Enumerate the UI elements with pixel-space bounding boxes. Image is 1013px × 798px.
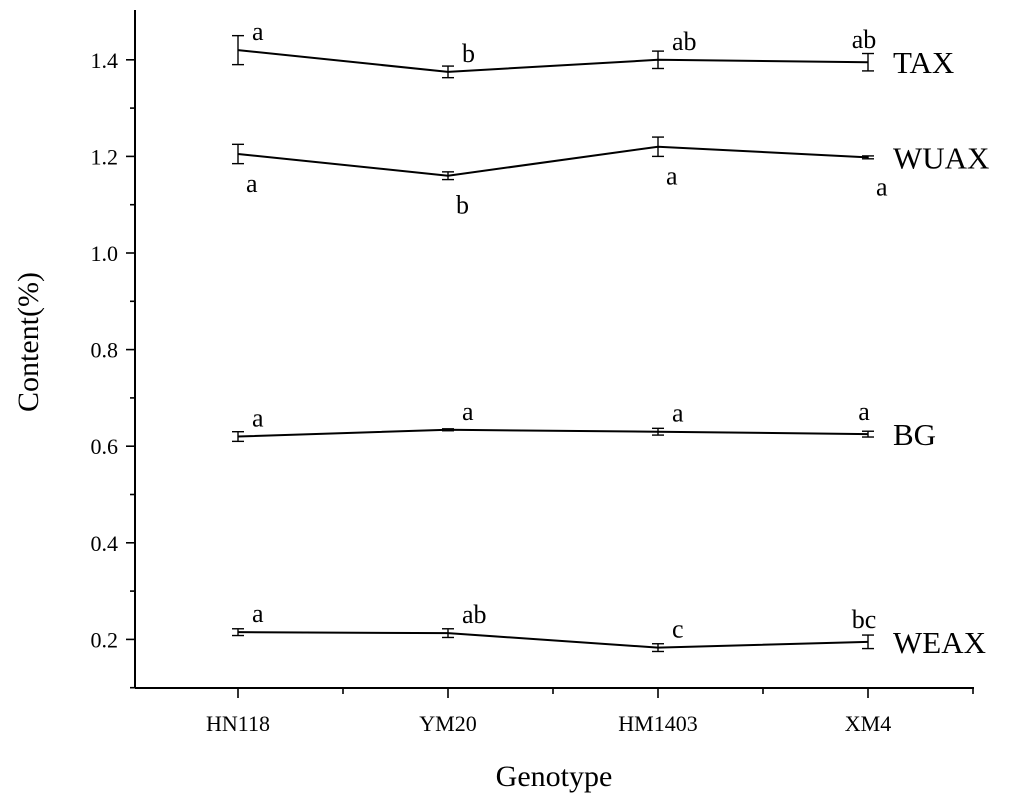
series-line <box>237 49 869 73</box>
series-line <box>237 428 869 438</box>
y-axis-title: Content(%) <box>12 272 45 412</box>
significance-letter: a <box>858 397 870 426</box>
series-label: TAX <box>893 45 954 80</box>
significance-letter: bc <box>852 605 877 634</box>
y-tick-label: 0.4 <box>91 531 119 556</box>
series-weax: a ab c bc WEAX <box>232 599 986 660</box>
significance-letter: b <box>462 39 475 68</box>
significance-letter: a <box>672 399 684 428</box>
significance-letter: a <box>666 162 678 191</box>
significance-letter: a <box>876 172 888 201</box>
significance-letter: a <box>252 17 264 46</box>
x-tick-label: YM20 <box>419 711 476 736</box>
y-tick-label: 1.2 <box>91 144 119 169</box>
significance-letter: a <box>246 169 258 198</box>
series-line <box>237 145 869 177</box>
significance-letter: c <box>672 615 684 644</box>
x-axis-title: Genotype <box>496 760 613 793</box>
series-label: BG <box>893 417 936 452</box>
x-tick-label: HM1403 <box>618 711 697 736</box>
y-tick-label: 0.6 <box>91 434 119 459</box>
y-tick-label: 1.4 <box>91 48 119 73</box>
axes <box>134 10 974 689</box>
significance-letter: ab <box>852 25 877 54</box>
significance-letter: b <box>456 191 469 220</box>
y-tick-label: 0.2 <box>91 627 119 652</box>
significance-letter: a <box>252 599 264 628</box>
significance-letter: ab <box>672 27 697 56</box>
x-ticks: HN118 YM20 HM1403 XM4 <box>206 688 974 736</box>
series-label: WEAX <box>893 625 986 660</box>
y-ticks: 0.2 0.4 0.6 0.8 1.0 1.2 1.4 <box>91 48 135 689</box>
significance-letter: ab <box>462 600 487 629</box>
series-bg: a a a a BG <box>232 397 936 452</box>
significance-letter: a <box>252 404 264 433</box>
y-tick-label: 1.0 <box>91 241 119 266</box>
x-tick-label: HN118 <box>206 711 270 736</box>
series-label: WUAX <box>893 140 989 175</box>
significance-letter: a <box>462 397 474 426</box>
x-tick-label: XM4 <box>845 711 891 736</box>
series-line <box>237 631 869 649</box>
y-tick-label: 0.8 <box>91 338 119 363</box>
